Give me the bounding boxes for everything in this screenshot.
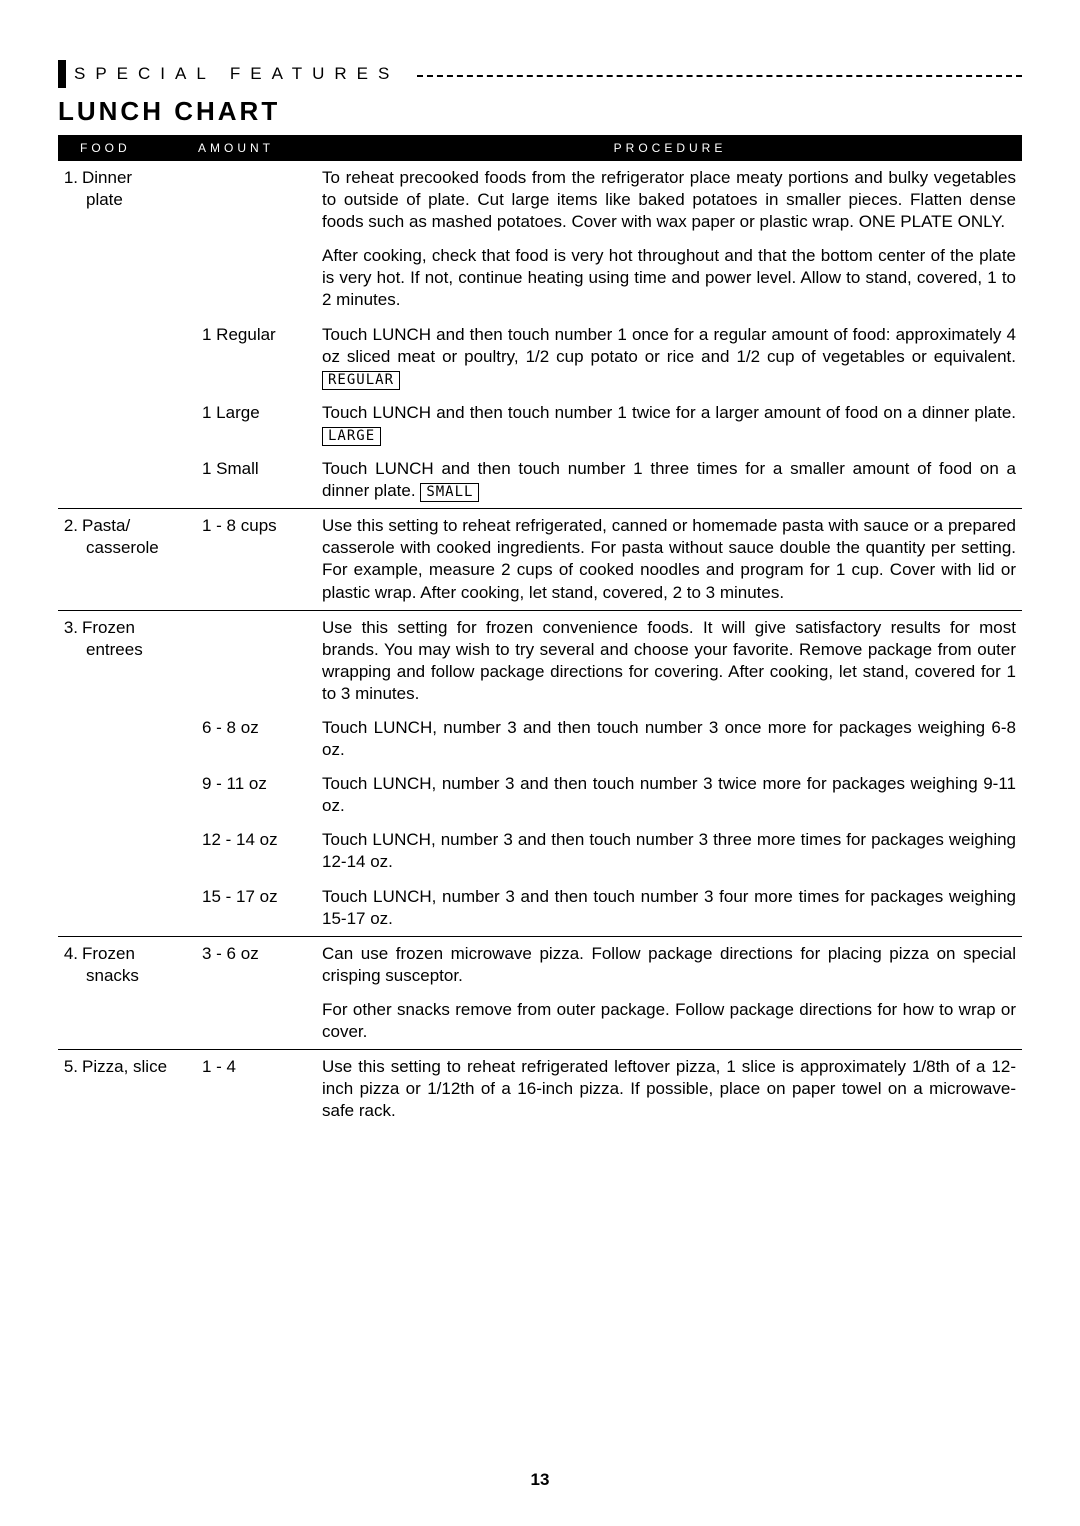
- table-row: 9 - 11 ozTouch LUNCH, number 3 and then …: [58, 767, 1022, 823]
- col-header-food: FOOD: [58, 135, 198, 161]
- food-cell: 3.Frozenentrees: [58, 610, 198, 711]
- page-number: 13: [0, 1470, 1080, 1490]
- setting-box-label: REGULAR: [322, 371, 400, 390]
- food-name-2: casserole: [86, 537, 194, 559]
- food-cell: [58, 239, 198, 317]
- procedure-text: After cooking, check that food is very h…: [322, 245, 1016, 311]
- food-name-2: plate: [86, 189, 194, 211]
- food-cell: [58, 711, 198, 767]
- table-row: 6 - 8 ozTouch LUNCH, number 3 and then t…: [58, 711, 1022, 767]
- food-number: 5.: [60, 1056, 78, 1078]
- section-label: SPECIAL FEATURES: [74, 64, 399, 84]
- table-row: 3.Frozenentrees Use this setting for froz…: [58, 610, 1022, 711]
- amount-cell: 12 - 14 oz: [198, 823, 318, 879]
- table-row: 1 LargeTouch LUNCH and then touch number…: [58, 396, 1022, 452]
- procedure-cell: Touch LUNCH, number 3 and then touch num…: [318, 711, 1022, 767]
- table-row: After cooking, check that food is very h…: [58, 239, 1022, 317]
- col-header-procedure: PROCEDURE: [318, 135, 1022, 161]
- food-number: 3.: [60, 617, 78, 639]
- procedure-text: Touch LUNCH, number 3 and then touch num…: [322, 717, 1016, 761]
- chart-title: LUNCH CHART: [58, 96, 1022, 127]
- table-row: 1 SmallTouch LUNCH and then touch number…: [58, 452, 1022, 509]
- section-header: SPECIAL FEATURES: [58, 60, 1022, 88]
- food-name-2: snacks: [86, 965, 194, 987]
- amount-cell: 6 - 8 oz: [198, 711, 318, 767]
- food-cell: [58, 452, 198, 509]
- food-number: 1.: [60, 167, 78, 189]
- procedure-cell: Use this setting for frozen convenience …: [318, 610, 1022, 711]
- amount-cell: 9 - 11 oz: [198, 767, 318, 823]
- procedure-text: Can use frozen microwave pizza. Follow p…: [322, 943, 1016, 987]
- procedure-cell: Use this setting to reheat refrigerated …: [318, 1050, 1022, 1129]
- table-row: 1.Dinnerplate To reheat precooked foods f…: [58, 161, 1022, 239]
- amount-cell: [198, 161, 318, 239]
- food-number: 2.: [60, 515, 78, 537]
- food-cell: [58, 823, 198, 879]
- amount-cell: 1 Regular: [198, 318, 318, 396]
- lunch-chart-table: FOOD AMOUNT PROCEDURE 1.Dinnerplate To re…: [58, 135, 1022, 1128]
- procedure-cell: Use this setting to reheat refrigerated,…: [318, 509, 1022, 610]
- procedure-cell: Touch LUNCH, number 3 and then touch num…: [318, 767, 1022, 823]
- procedure-text: Touch LUNCH and then touch number 1 thre…: [322, 458, 1016, 502]
- food-name-2: entrees: [86, 639, 194, 661]
- setting-box-label: SMALL: [420, 483, 479, 502]
- food-name: Frozen: [82, 617, 135, 639]
- setting-box-label: LARGE: [322, 427, 381, 446]
- procedure-cell: Touch LUNCH and then touch number 1 thre…: [318, 452, 1022, 509]
- food-name: Frozen: [82, 943, 135, 965]
- procedure-text: For other snacks remove from outer packa…: [322, 999, 1016, 1043]
- table-row: 2.Pasta/casserole1 - 8 cupsUse this sett…: [58, 509, 1022, 610]
- food-cell: 1.Dinnerplate: [58, 161, 198, 239]
- procedure-cell: Touch LUNCH and then touch number 1 once…: [318, 318, 1022, 396]
- amount-cell: [198, 993, 318, 1050]
- table-row: 1 RegularTouch LUNCH and then touch numb…: [58, 318, 1022, 396]
- procedure-text: Use this setting to reheat refrigerated …: [322, 1056, 1016, 1122]
- procedure-cell: After cooking, check that food is very h…: [318, 239, 1022, 317]
- procedure-text: Use this setting for frozen convenience …: [322, 617, 1016, 705]
- procedure-text: Touch LUNCH and then touch number 1 once…: [322, 324, 1016, 390]
- procedure-cell: To reheat precooked foods from the refri…: [318, 161, 1022, 239]
- procedure-cell: Touch LUNCH, number 3 and then touch num…: [318, 880, 1022, 937]
- procedure-cell: Touch LUNCH, number 3 and then touch num…: [318, 823, 1022, 879]
- amount-cell: 1 Large: [198, 396, 318, 452]
- procedure-text: Touch LUNCH, number 3 and then touch num…: [322, 886, 1016, 930]
- procedure-cell: For other snacks remove from outer packa…: [318, 993, 1022, 1050]
- amount-cell: 1 - 4: [198, 1050, 318, 1129]
- table-row: For other snacks remove from outer packa…: [58, 993, 1022, 1050]
- amount-cell: 3 - 6 oz: [198, 936, 318, 993]
- food-name: Pasta/: [82, 515, 130, 537]
- amount-cell: 15 - 17 oz: [198, 880, 318, 937]
- table-row: 15 - 17 ozTouch LUNCH, number 3 and then…: [58, 880, 1022, 937]
- food-cell: 4.Frozensnacks: [58, 936, 198, 993]
- procedure-text: To reheat precooked foods from the refri…: [322, 167, 1016, 233]
- food-cell: [58, 993, 198, 1050]
- header-dash-line: [417, 75, 1022, 77]
- procedure-cell: Touch LUNCH and then touch number 1 twic…: [318, 396, 1022, 452]
- amount-cell: [198, 610, 318, 711]
- food-number: 4.: [60, 943, 78, 965]
- procedure-text: Touch LUNCH and then touch number 1 twic…: [322, 402, 1016, 446]
- procedure-cell: Can use frozen microwave pizza. Follow p…: [318, 936, 1022, 993]
- food-cell: [58, 880, 198, 937]
- food-cell: 5.Pizza, slice: [58, 1050, 198, 1129]
- food-cell: [58, 318, 198, 396]
- procedure-text: Touch LUNCH, number 3 and then touch num…: [322, 773, 1016, 817]
- accent-bar: [58, 60, 66, 88]
- table-row: 5.Pizza, slice1 - 4Use this setting to r…: [58, 1050, 1022, 1129]
- amount-cell: 1 - 8 cups: [198, 509, 318, 610]
- food-cell: [58, 767, 198, 823]
- food-name: Pizza, slice: [82, 1056, 167, 1078]
- food-cell: [58, 396, 198, 452]
- table-row: 4.Frozensnacks3 - 6 ozCan use frozen mic…: [58, 936, 1022, 993]
- col-header-amount: AMOUNT: [198, 135, 318, 161]
- procedure-text: Touch LUNCH, number 3 and then touch num…: [322, 829, 1016, 873]
- table-row: 12 - 14 ozTouch LUNCH, number 3 and then…: [58, 823, 1022, 879]
- procedure-text: Use this setting to reheat refrigerated,…: [322, 515, 1016, 603]
- amount-cell: [198, 239, 318, 317]
- food-name: Dinner: [82, 167, 132, 189]
- amount-cell: 1 Small: [198, 452, 318, 509]
- food-cell: 2.Pasta/casserole: [58, 509, 198, 610]
